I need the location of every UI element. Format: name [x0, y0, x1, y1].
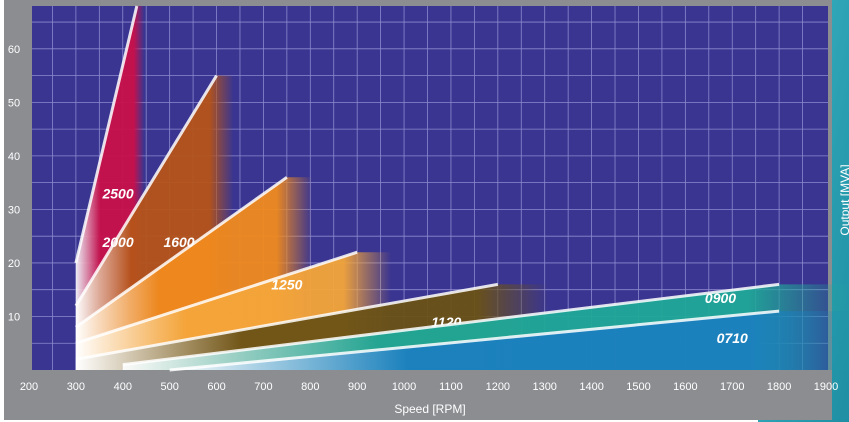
x-tick-label: 1200 — [486, 381, 510, 393]
series-line-1250 — [75, 250, 358, 345]
series-label-0900: 0900 — [705, 290, 736, 306]
series-line-2000 — [74, 74, 218, 307]
x-tick-label: 1700 — [720, 381, 744, 393]
x-tick-label: 1800 — [767, 381, 791, 393]
series-band-0710 — [169, 311, 849, 370]
series-label-2500: 2500 — [101, 186, 133, 202]
x-tick-label: 1500 — [626, 381, 650, 393]
y-tick-label: 50 — [8, 97, 20, 109]
y-tick-label: 30 — [8, 204, 20, 216]
y-tick-label: 40 — [8, 151, 20, 163]
series-line-0710 — [169, 309, 780, 372]
x-axis-ticks: 200 300 400 500 600 700 800 900 1000 1100 1200 1300… — [20, 381, 838, 393]
series-label-1250: 1250 — [271, 277, 302, 293]
x-tick-label: 1300 — [532, 381, 556, 393]
series-line-1600 — [75, 176, 288, 329]
x-tick-label: 1900 — [814, 381, 838, 393]
y-tick-label: 60 — [8, 44, 20, 56]
x-tick-label: 600 — [207, 381, 225, 393]
y-tick-label: 10 — [8, 311, 20, 323]
series-line-0900 — [122, 282, 780, 367]
y-axis-ticks: 10 20 30 40 50 60 — [8, 44, 20, 324]
y-tick-label: 20 — [8, 258, 20, 270]
series-label-0710: 0710 — [717, 330, 748, 346]
series-label-1600: 1600 — [163, 234, 194, 250]
x-tick-label: 400 — [114, 381, 132, 393]
x-tick-label: 1000 — [392, 381, 416, 393]
series-line-2500 — [74, 5, 139, 264]
x-tick-label: 1100 — [439, 381, 463, 393]
series-line-1120 — [75, 282, 499, 361]
series-label-2000: 2000 — [101, 234, 133, 250]
x-tick-label: 200 — [20, 381, 38, 393]
x-tick-label: 300 — [67, 381, 85, 393]
x-tick-label: 900 — [348, 381, 366, 393]
x-axis-title: Speed [RPM] — [394, 402, 465, 416]
x-tick-label: 500 — [160, 381, 178, 393]
x-tick-label: 800 — [301, 381, 319, 393]
y-axis-title: Output [MVA] — [838, 164, 849, 235]
x-tick-label: 700 — [254, 381, 272, 393]
x-tick-label: 1600 — [673, 381, 697, 393]
x-tick-label: 1400 — [579, 381, 603, 393]
